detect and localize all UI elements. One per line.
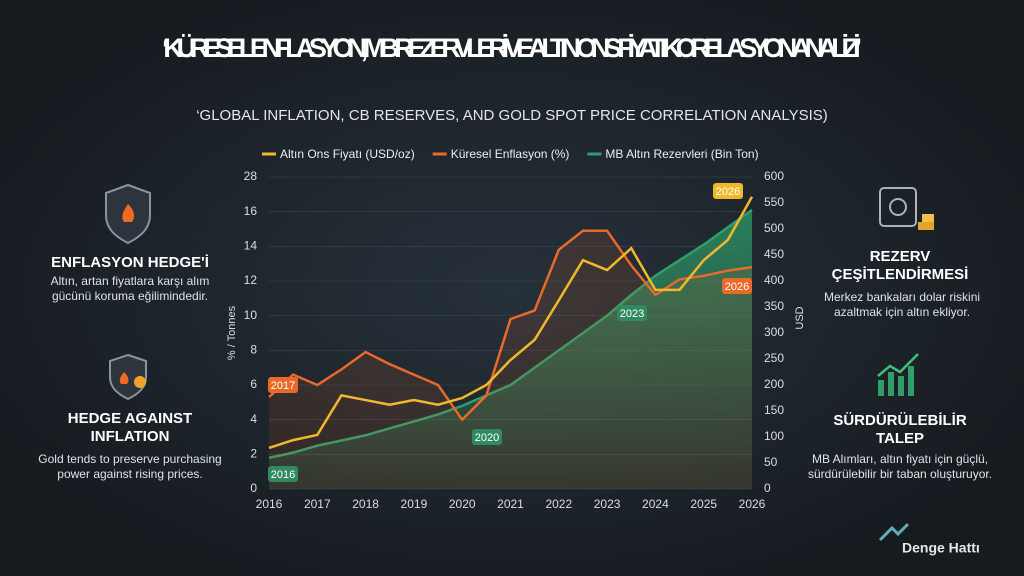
y-tick-label: 2: [250, 447, 257, 461]
y-tick-label: 4: [250, 412, 257, 426]
y2-tick-label: 550: [764, 195, 784, 209]
annotation-box: [713, 183, 743, 199]
annotation: 2016: [271, 469, 295, 481]
series-line: [268, 196, 754, 450]
panel-title: HEDGE AGAINST INFLATION: [67, 410, 193, 445]
annotation: 2026: [725, 281, 749, 293]
icon-growth: [877, 353, 919, 396]
y-tick-label: 10: [244, 308, 258, 322]
y-tick-label: 28: [244, 169, 258, 183]
series-line: [268, 208, 753, 460]
x-tick-label: 2016: [256, 497, 283, 511]
legend-label: MB Altın Rezervleri (Bin Ton): [605, 147, 758, 161]
panel-title: ENFLASYON HEDGE'İ: [51, 254, 209, 271]
brand-logo: [878, 522, 910, 542]
y-tick-label: 0: [250, 481, 257, 495]
brand-name: Denge Hattı: [902, 540, 980, 556]
x-tick-label: 2026: [739, 497, 766, 511]
panel-title: SÜRDÜRÜLEBİLİR TALEP: [833, 412, 967, 447]
annotation-box: [268, 377, 298, 393]
legend-label: Altın Ons Fiyatı (USD/oz): [280, 147, 415, 161]
annotation-box: [722, 278, 752, 294]
panel-text: Gold tends to preserve purchasing power …: [38, 452, 222, 481]
panel-text: MB Alımları, altın fiyatı için güçlü, sü…: [807, 452, 993, 481]
y-axis-label: % / Tonnes: [226, 305, 238, 360]
x-tick-label: 2025: [690, 497, 717, 511]
y2-tick-label: 250: [764, 351, 784, 365]
y2-tick-label: 600: [764, 169, 784, 183]
y2-tick-label: 400: [764, 273, 784, 287]
x-tick-label: 2019: [401, 497, 428, 511]
x-tick-label: 2018: [352, 497, 379, 511]
annotation: 2026: [716, 186, 740, 198]
chart-subtitle: ‘GLOBAL INFLATION, CB RESERVES, AND GOLD…: [196, 107, 828, 124]
y-tick-label: 16: [244, 204, 258, 218]
y2-tick-label: 500: [764, 221, 784, 235]
panel-title: REZERV ÇEŞİTLENDİRMESİ: [831, 248, 969, 283]
y2-axis-label: USD: [794, 306, 806, 329]
series-line: [268, 229, 753, 422]
y2-tick-label: 50: [764, 455, 778, 469]
annotation: 2017: [271, 380, 295, 392]
annotation-box: [268, 466, 298, 482]
series-area: [269, 209, 752, 489]
y-tick-label: 12: [244, 273, 258, 287]
panel-text: Altın, artan fiyatlara karşı alım gücünü…: [50, 274, 210, 303]
y-tick-label: 14: [244, 239, 258, 253]
y2-tick-label: 350: [764, 299, 784, 313]
y-tick-label: 8: [250, 343, 257, 357]
y2-tick-label: 200: [764, 377, 784, 391]
x-tick-label: 2023: [594, 497, 621, 511]
y2-tick-label: 0: [764, 481, 771, 495]
y2-tick-label: 450: [764, 247, 784, 261]
icon-shield-coins: [109, 353, 147, 401]
x-tick-label: 2017: [304, 497, 331, 511]
y2-tick-label: 100: [764, 429, 784, 443]
x-tick-label: 2024: [642, 497, 669, 511]
x-tick-label: 2020: [449, 497, 476, 511]
x-tick-label: 2022: [545, 497, 572, 511]
annotation: 2023: [620, 308, 644, 320]
x-tick-label: 2021: [497, 497, 524, 511]
annotation-box: [617, 305, 647, 321]
annotation-box: [472, 429, 502, 445]
icon-shield: [105, 183, 151, 245]
icon-safe: [879, 187, 934, 230]
y-tick-label: 6: [250, 377, 257, 391]
y2-tick-label: 300: [764, 325, 784, 339]
annotation: 2020: [475, 432, 499, 444]
y2-tick-label: 150: [764, 403, 784, 417]
panel-text: Merkez bankaları dolar riskini azaltmak …: [823, 290, 981, 319]
legend-label: Küresel Enflasyon (%): [451, 147, 570, 161]
chart-title: ‘KÜRESEL ENFLASYON, MB REZERVLERİ VE ALT…: [162, 33, 862, 63]
